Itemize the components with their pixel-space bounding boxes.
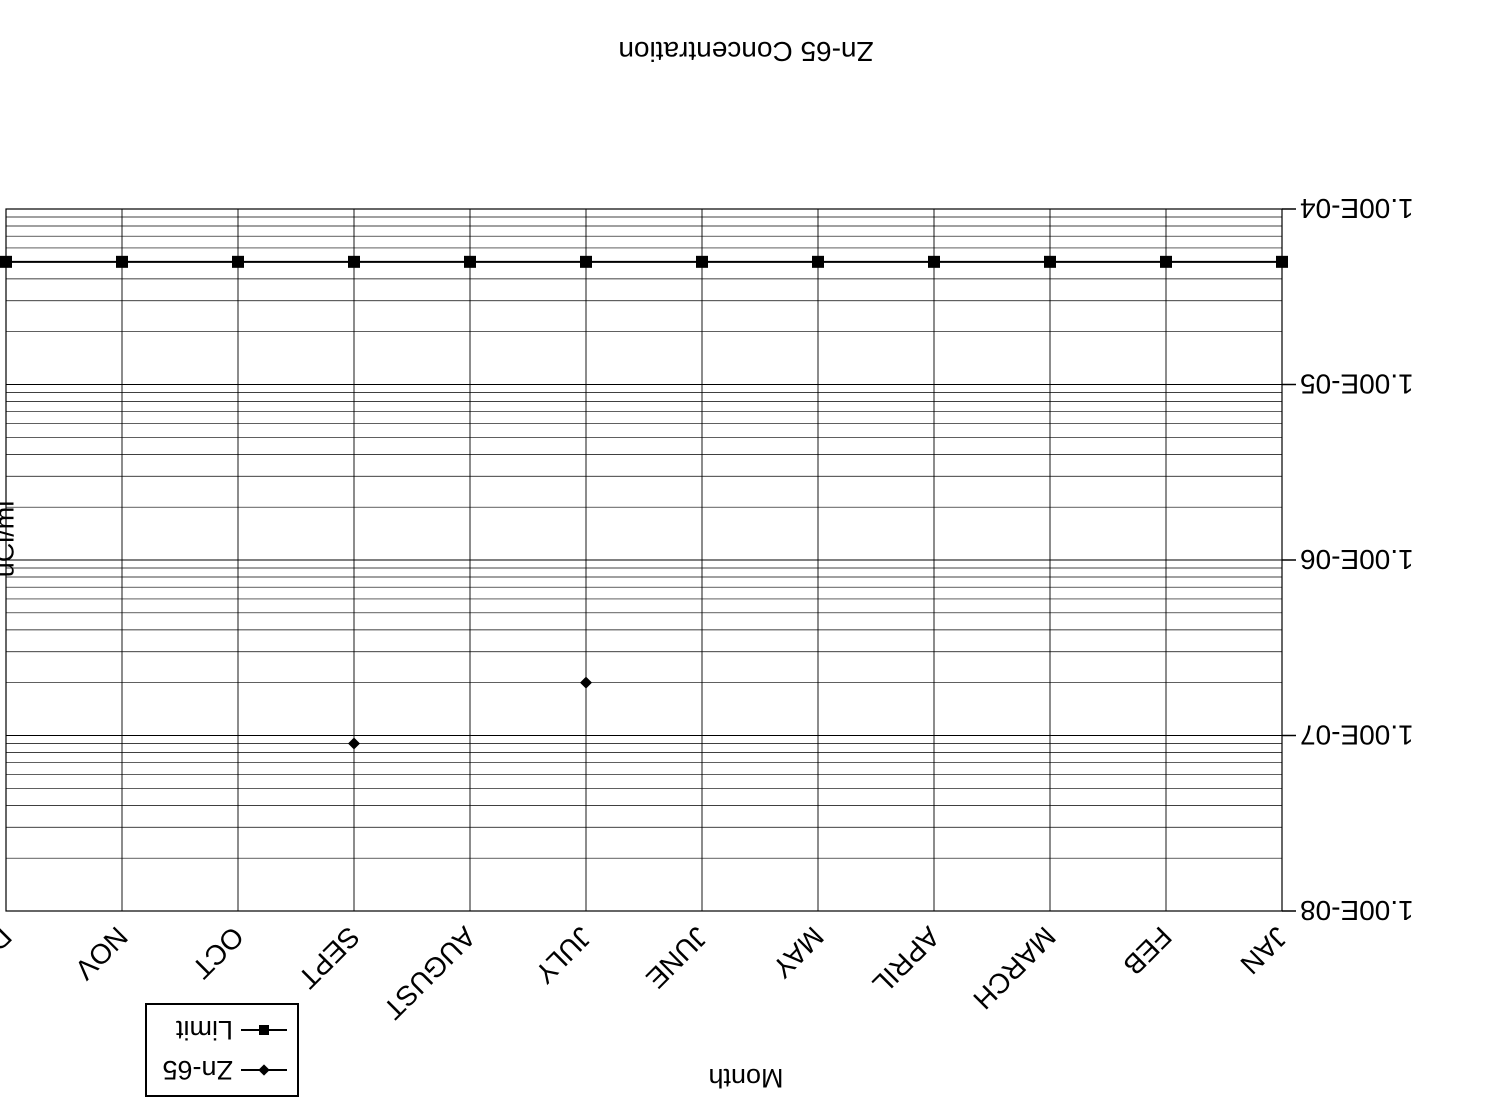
x-tick-label: MAY: [766, 921, 830, 985]
data-point-limit: [232, 255, 244, 268]
legend: Zn-65 Limit: [145, 1003, 299, 1097]
y-tick-label: 1.00E-08: [1300, 895, 1414, 926]
x-tick-label: OCT: [186, 921, 250, 985]
x-tick-label: JUNE: [640, 921, 714, 995]
data-point-limit: [348, 255, 360, 268]
x-tick-label: APRIL: [867, 921, 946, 1000]
data-point-limit: [1276, 255, 1288, 268]
y-tick-label: 1.00E-05: [1300, 369, 1414, 400]
data-point-limit: [116, 255, 128, 268]
data-point-limit: [0, 255, 12, 268]
data-point-zn65: [580, 676, 592, 689]
data-point-limit: [812, 255, 824, 268]
data-point-zn65: [348, 737, 360, 750]
x-tick-label: DEC: [0, 921, 18, 985]
legend-label-limit: Limit: [175, 1015, 233, 1046]
legend-symbol-zn65: [241, 1055, 287, 1085]
x-tick-label: FEB: [1117, 921, 1177, 981]
data-point-limit: [464, 255, 476, 268]
x-tick-label: SEPT: [292, 921, 366, 995]
data-point-limit: [928, 255, 940, 268]
data-point-limit: [1160, 255, 1172, 268]
legend-item-zn65: Zn-65: [162, 1051, 287, 1089]
y-tick-label: 1.00E-06: [1300, 544, 1414, 575]
y-tick-label: 1.00E-07: [1300, 720, 1414, 751]
legend-label-zn65: Zn-65: [162, 1055, 233, 1086]
data-point-limit: [580, 255, 592, 268]
data-point-limit: [696, 255, 708, 268]
legend-symbol-limit: [241, 1015, 287, 1045]
data-point-limit: [1044, 255, 1056, 268]
x-tick-label: JAN: [1234, 921, 1293, 980]
legend-item-limit: Limit: [176, 1011, 287, 1049]
y-tick-label: 1.00E-04: [1300, 193, 1414, 224]
x-tick-label: MARCH: [967, 921, 1062, 1016]
x-tick-label: JULY: [529, 921, 598, 990]
x-tick-label: NOV: [69, 921, 134, 986]
x-tick-label: AUGUST: [377, 921, 481, 1025]
